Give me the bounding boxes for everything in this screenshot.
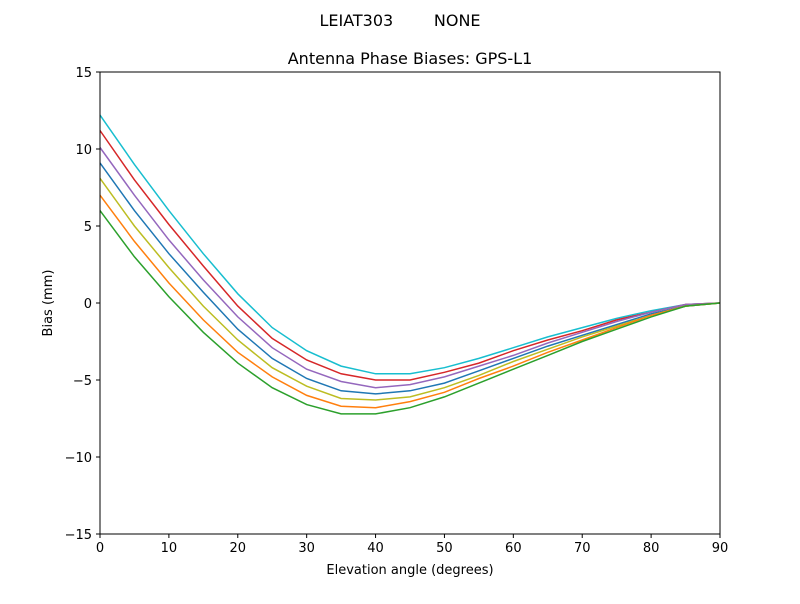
x-tick-label: 50 — [436, 541, 453, 556]
y-axis-label: Bias (mm) — [41, 270, 56, 337]
series-line-az-4 — [99, 162, 721, 395]
plot-area — [99, 114, 721, 415]
y-tick-label: 0 — [84, 297, 92, 312]
x-axis-label: Elevation angle (degrees) — [326, 563, 493, 578]
x-tick-label: 70 — [574, 541, 591, 556]
x-tick-label: 40 — [367, 541, 384, 556]
y-axis: −15 −10 −5 0 5 10 15 — [65, 66, 100, 543]
x-tick-label: 30 — [298, 541, 315, 556]
x-axis: 0 10 20 30 40 50 60 70 80 90 — [96, 534, 728, 556]
series-line-az-6 — [99, 194, 721, 409]
x-tick-label: 20 — [230, 541, 247, 556]
y-tick-label: 10 — [75, 143, 92, 158]
x-tick-label: 90 — [712, 541, 729, 556]
y-tick-label: −10 — [65, 451, 92, 466]
axes-frame — [99, 71, 721, 535]
x-tick-label: 80 — [643, 541, 660, 556]
series-line-az-1 — [99, 114, 721, 375]
suptitle: LEIAT303 NONE — [319, 11, 480, 30]
series-line-az-3 — [99, 147, 721, 389]
y-tick-label: 15 — [75, 66, 92, 81]
series-line-az-5 — [99, 177, 721, 401]
y-tick-label: −5 — [73, 374, 92, 389]
x-tick-label: 0 — [96, 541, 104, 556]
series-line-az-7 — [99, 210, 721, 415]
y-tick-label: 5 — [84, 220, 92, 235]
x-tick-label: 60 — [505, 541, 522, 556]
series-line-az-2 — [99, 130, 721, 381]
chart-title: Antenna Phase Biases: GPS-L1 — [288, 49, 533, 68]
x-tick-label: 10 — [161, 541, 178, 556]
y-tick-label: −15 — [65, 528, 92, 543]
